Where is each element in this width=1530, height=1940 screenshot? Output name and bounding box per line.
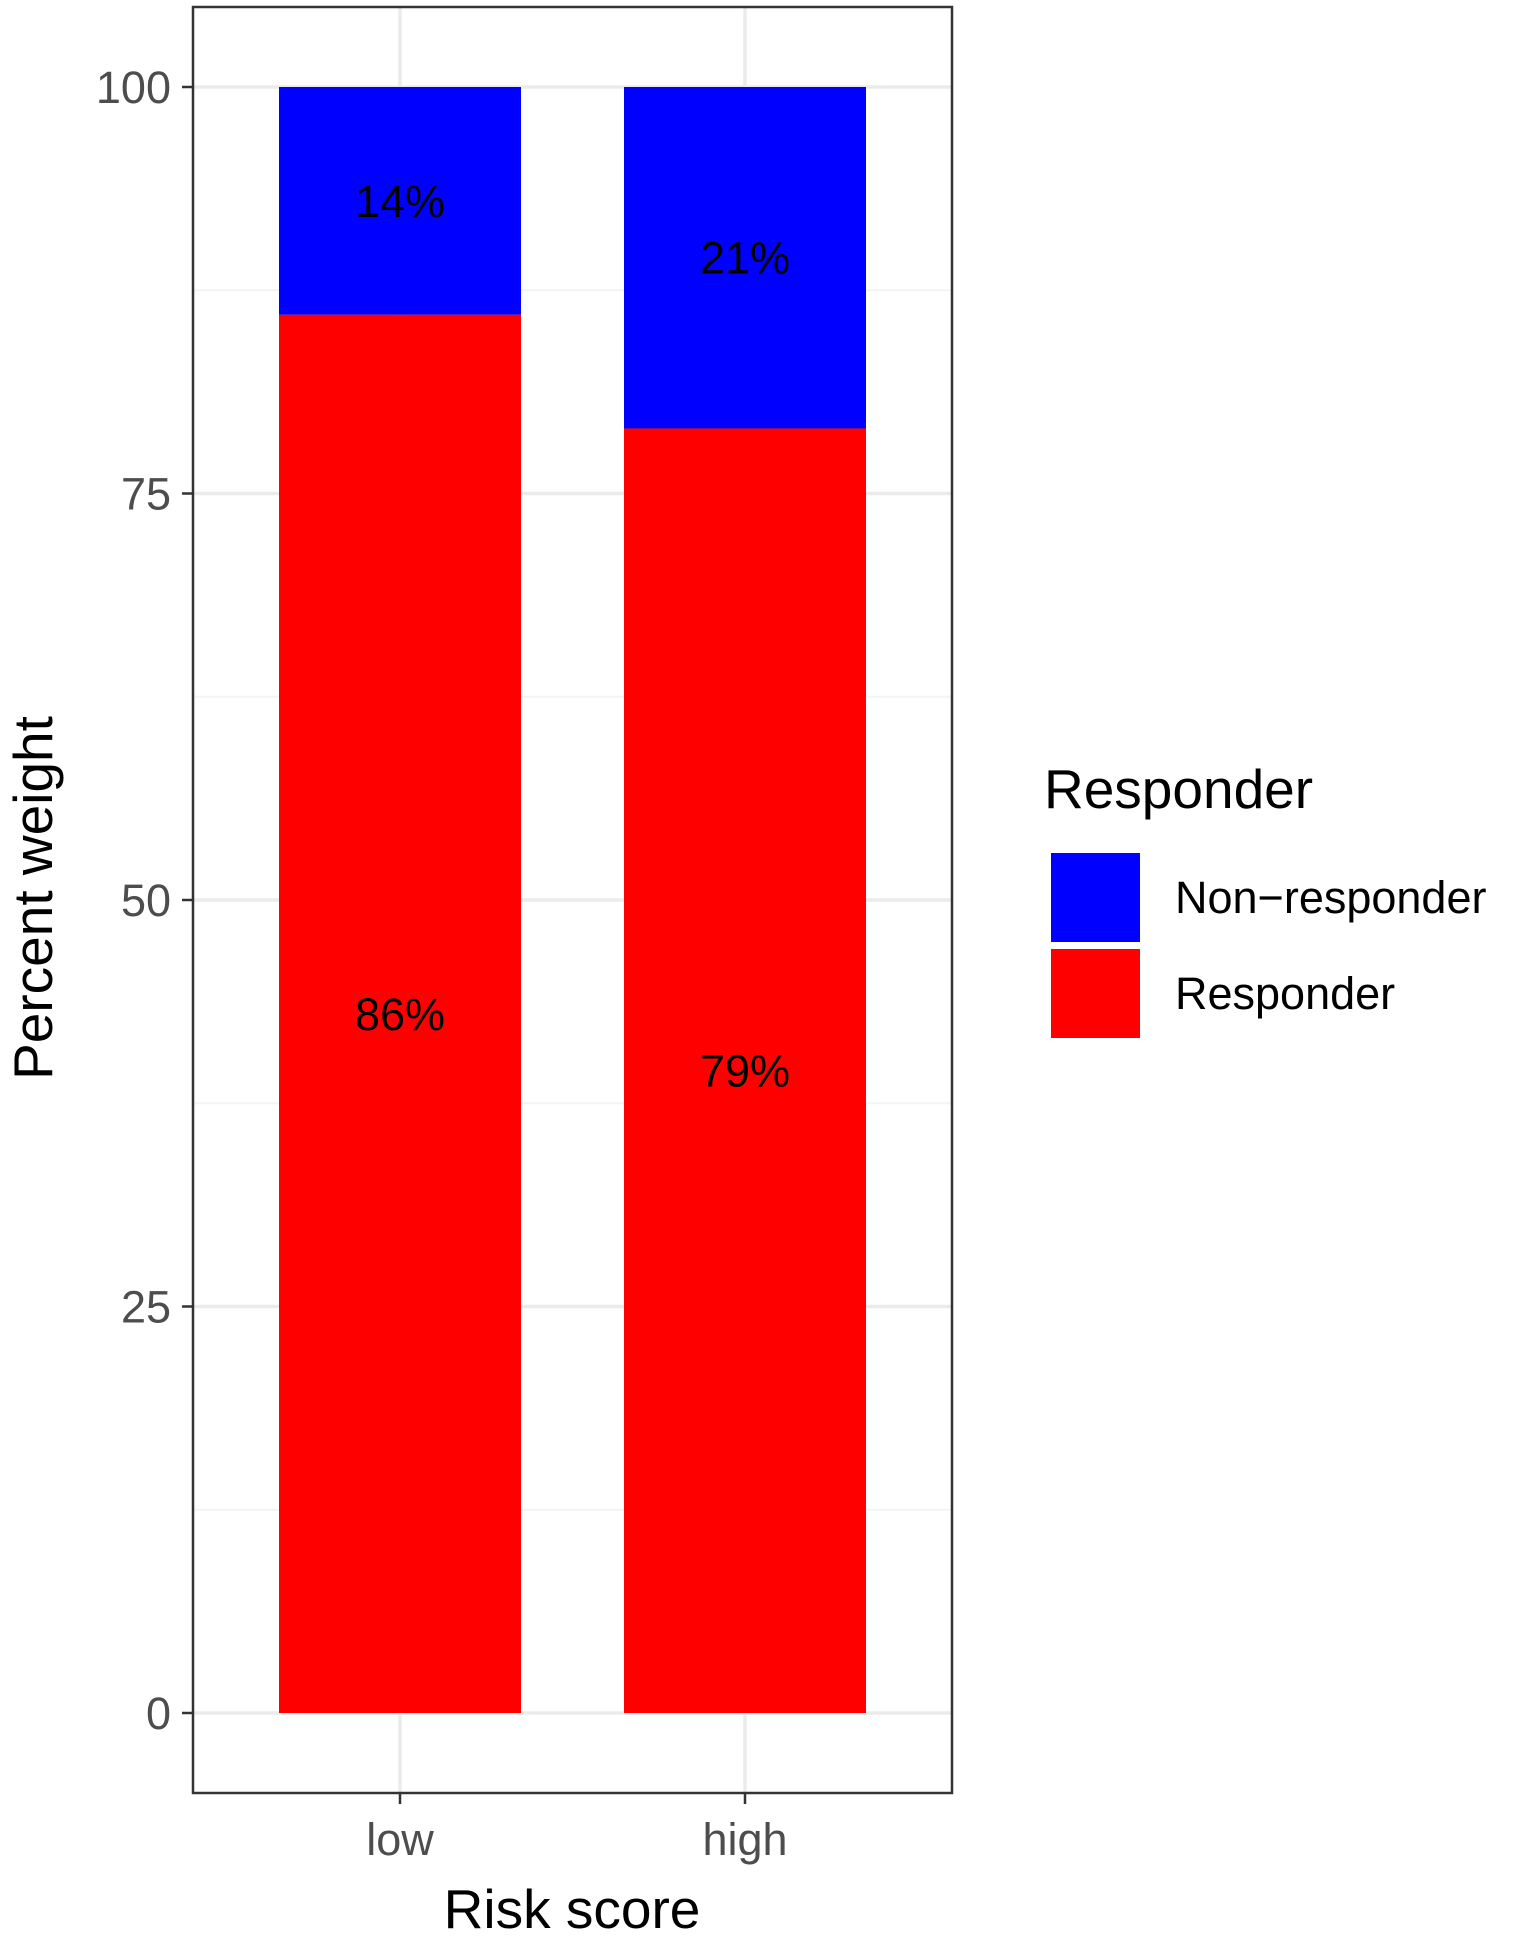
legend: Responder Non−responder Responder [1044,758,1486,1038]
y-tick-label: 50 [121,875,171,926]
data-label: 14% [355,176,445,227]
legend-key-responder [1051,949,1140,1038]
bar-high-non-responder [624,87,866,429]
legend-title: Responder [1044,758,1313,820]
data-label: 21% [700,233,790,284]
data-label: 79% [700,1046,790,1097]
legend-key-non-responder [1051,853,1140,942]
legend-label: Responder [1175,968,1395,1019]
x-tick-label: low [366,1814,434,1865]
data-labels: 86% 14% 79% 21% [355,176,790,1097]
y-tick-label: 25 [121,1282,171,1333]
x-axis-title: Risk score [444,1878,701,1940]
bar-low-responder [279,314,521,1713]
data-label: 86% [355,989,445,1040]
bar-low-non-responder [279,87,521,315]
y-tick-label: 75 [121,469,171,520]
y-tick-label: 100 [96,62,171,113]
x-tick-label: high [702,1814,787,1865]
y-axis-title: Percent weight [2,716,64,1080]
axes: 0 25 50 75 100 low high [96,62,788,1865]
y-tick-label: 0 [146,1688,171,1739]
bars [279,87,866,1714]
legend-label: Non−responder [1175,872,1486,923]
bar-high-responder [624,428,866,1714]
